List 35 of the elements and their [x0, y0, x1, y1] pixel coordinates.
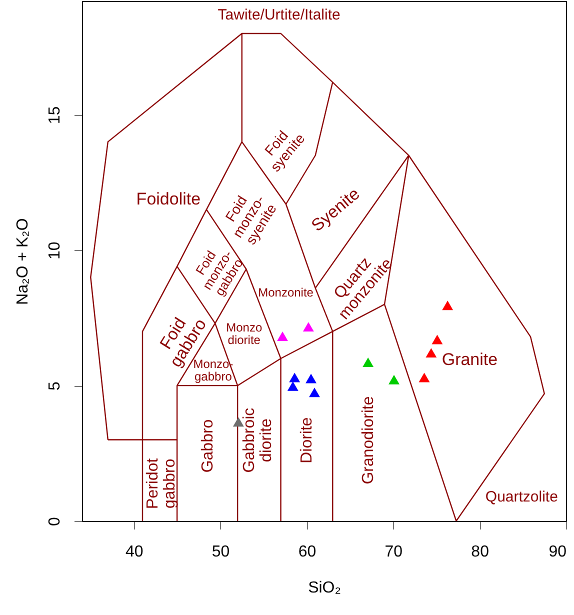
point	[287, 381, 298, 391]
x-tick-label: 70	[384, 544, 403, 560]
annotation: Peridot gabbro	[144, 458, 178, 509]
point	[418, 372, 430, 382]
point	[302, 322, 314, 332]
point	[432, 334, 443, 344]
point	[426, 348, 437, 358]
annotation: Gabbro	[199, 419, 216, 473]
point	[309, 388, 320, 398]
annotation: Granodiorite	[360, 396, 378, 484]
point	[306, 374, 317, 384]
annotation: Diorite	[298, 417, 316, 464]
annotation: Tawite/Urtite/Italite	[218, 6, 340, 24]
y-tick-label: 10	[46, 242, 64, 260]
annotation: Monzonite	[258, 285, 314, 300]
point	[289, 372, 300, 382]
x-tick-label: 90	[548, 544, 567, 560]
annotation: Foidolite	[136, 189, 201, 208]
point	[362, 358, 374, 368]
x-tick-label: 40	[125, 544, 144, 560]
annotation: Gabbroic diorite	[241, 408, 275, 473]
annotation: Quartzolite	[485, 488, 558, 506]
y-tick-label: 15	[46, 106, 64, 124]
x-axis-title: SiO₂	[308, 580, 341, 596]
y-tick-label: 0	[46, 516, 64, 526]
point	[277, 332, 288, 342]
y-tick-label: 5	[46, 382, 64, 391]
point	[442, 300, 454, 310]
annotation: Monzo diorite	[226, 320, 262, 347]
annotation: Granite	[442, 350, 498, 370]
x-tick-label: 50	[212, 544, 230, 560]
x-tick-label: 60	[298, 544, 316, 560]
x-tick-label: 80	[471, 544, 490, 560]
y-axis-title: Na₂O + K₂O	[14, 218, 32, 305]
point	[388, 374, 400, 384]
